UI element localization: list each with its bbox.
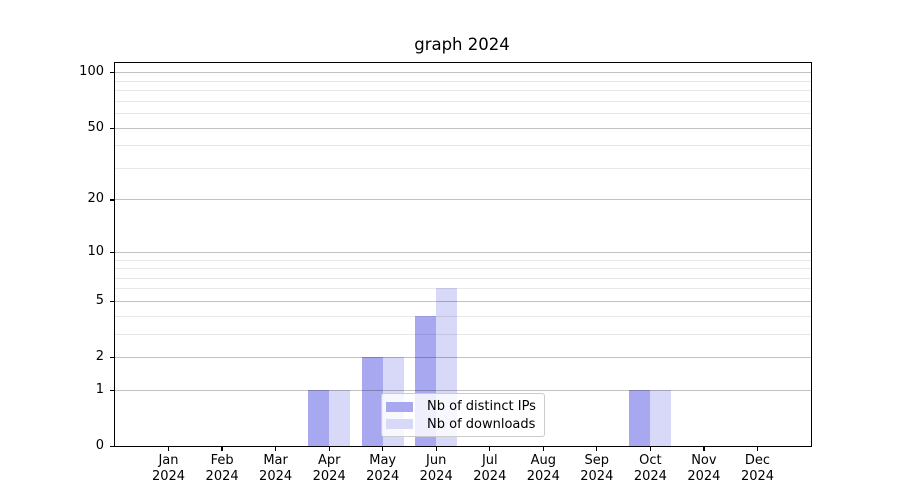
x-tick-mark-sep	[596, 447, 598, 451]
x-tick-year: 2024	[312, 468, 346, 484]
minor-gridline-90	[115, 80, 811, 82]
legend-label-distinct-ips: Nb of distinct IPs	[427, 399, 536, 415]
major-gridline-100	[115, 72, 811, 74]
bar-downloads-oct	[650, 389, 672, 446]
x-tick-month: Apr	[317, 453, 341, 468]
legend-item-distinct-ips: Nb of distinct IPs	[386, 398, 538, 416]
x-tick-label-jan: Jan 2024	[139, 453, 199, 484]
y-tick-mark-10	[110, 251, 114, 253]
x-tick-mark-oct	[649, 447, 651, 451]
x-tick-label-jun: Jun 2024	[406, 453, 466, 484]
x-tick-month: Sep	[584, 453, 610, 468]
x-tick-mark-mar	[275, 447, 277, 451]
minor-gridline-70	[115, 100, 811, 102]
x-tick-mark-may	[382, 447, 384, 451]
x-tick-year: 2024	[633, 468, 667, 484]
x-tick-month: Jul	[481, 453, 498, 468]
minor-gridline-4	[115, 315, 811, 317]
bar-ips-may	[361, 357, 383, 446]
x-tick-year: 2024	[580, 468, 614, 484]
x-tick-label-feb: Feb 2024	[192, 453, 252, 484]
x-tick-label-mar: Mar 2024	[246, 453, 306, 484]
major-gridline-1	[115, 389, 811, 391]
x-tick-label-nov: Nov 2024	[674, 453, 734, 484]
x-tick-label-apr: Apr 2024	[299, 453, 359, 484]
major-gridline-20	[115, 199, 811, 201]
x-tick-label-aug: Aug 2024	[513, 453, 573, 484]
y-tick-label-5: 5	[95, 292, 104, 308]
minor-gridline-40	[115, 145, 811, 147]
plot-area: Nb of distinct IPs Nb of downloads	[114, 62, 812, 447]
y-tick-mark-100	[110, 72, 114, 74]
x-tick-mark-jul	[489, 447, 491, 451]
x-tick-mark-dec	[756, 447, 759, 451]
y-tick-mark-0	[110, 446, 114, 448]
x-tick-label-may: May 2024	[353, 453, 413, 484]
y-tick-label-1: 1	[95, 381, 104, 397]
legend-swatch-distinct-ips	[386, 401, 413, 412]
y-tick-label-20: 20	[87, 191, 104, 207]
x-tick-month: Aug	[530, 453, 556, 468]
y-tick-mark-5	[110, 300, 114, 303]
y-tick-mark-1	[110, 389, 114, 392]
major-gridline-5	[115, 300, 811, 302]
y-tick-mark-20	[110, 199, 114, 201]
minor-gridline-3	[115, 333, 811, 335]
x-tick-year: 2024	[259, 468, 293, 484]
x-tick-label-oct: Oct 2024	[620, 453, 680, 484]
bar-downloads-apr	[329, 389, 351, 446]
x-tick-month: Nov	[691, 453, 717, 468]
x-tick-mark-feb	[221, 447, 223, 451]
x-tick-mark-aug	[542, 447, 544, 451]
y-tick-mark-2	[110, 357, 114, 359]
y-tick-label-50: 50	[87, 119, 104, 135]
minor-gridline-60	[115, 112, 811, 114]
y-tick-label-2: 2	[95, 349, 104, 364]
major-gridline-10	[115, 251, 811, 253]
y-tick-label-10: 10	[87, 243, 104, 259]
x-tick-month: Oct	[639, 453, 662, 468]
y-tick-mark-50	[110, 127, 114, 129]
x-tick-year: 2024	[473, 468, 507, 484]
x-tick-mark-apr	[328, 447, 330, 451]
x-tick-month: Jan	[158, 453, 179, 468]
x-tick-year: 2024	[687, 468, 721, 484]
major-gridline-50	[115, 127, 811, 129]
legend: Nb of distinct IPs Nb of downloads	[381, 393, 545, 437]
x-tick-label-jul: Jul 2024	[460, 453, 520, 484]
y-tick-label-0: 0	[95, 438, 104, 453]
chart-title: graph 2024	[414, 35, 510, 54]
x-tick-month: Jun	[426, 453, 447, 468]
x-tick-mark-jun	[435, 447, 437, 451]
minor-gridline-7	[115, 277, 811, 279]
x-tick-month: Feb	[210, 453, 234, 468]
x-tick-year: 2024	[205, 468, 239, 484]
legend-item-downloads: Nb of downloads	[386, 416, 538, 434]
x-tick-mark-jan	[167, 447, 170, 451]
x-tick-year: 2024	[526, 468, 560, 484]
x-tick-month: Mar	[263, 453, 288, 468]
bar-ips-oct	[629, 389, 651, 446]
x-tick-year: 2024	[366, 468, 400, 484]
x-tick-mark-nov	[703, 447, 705, 451]
x-tick-year: 2024	[740, 468, 775, 484]
minor-gridline-6	[115, 288, 811, 290]
x-tick-year: 2024	[419, 468, 453, 484]
minor-gridline-8	[115, 268, 811, 269]
x-tick-label-dec: Dec 2024	[728, 453, 788, 484]
major-gridline-2	[115, 357, 811, 358]
legend-swatch-downloads	[386, 419, 413, 430]
y-tick-label-100: 100	[79, 64, 104, 80]
x-tick-label-sep: Sep 2024	[567, 453, 627, 484]
minor-gridline-9	[115, 259, 811, 261]
legend-label-downloads: Nb of downloads	[427, 416, 536, 432]
x-tick-month: May	[369, 453, 397, 468]
minor-gridline-30	[115, 167, 811, 169]
x-tick-year: 2024	[151, 468, 186, 484]
minor-gridline-80	[115, 90, 811, 91]
bar-ips-apr	[308, 389, 330, 446]
x-tick-month: Dec	[744, 453, 771, 468]
